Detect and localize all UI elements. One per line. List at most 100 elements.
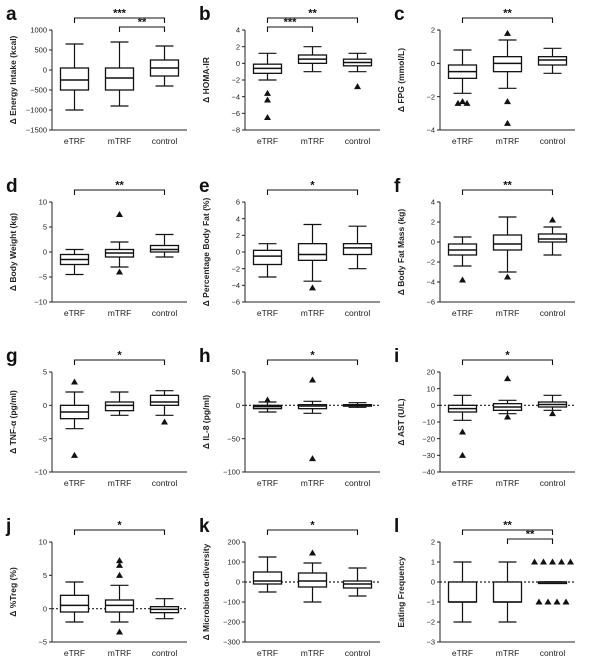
y-tick-label: −20: [422, 434, 435, 443]
y-tick-label: 0: [43, 66, 47, 75]
panel-a: a 1000 500 0 −500 −1000 −1500 Δ Energy Intake (…: [6, 4, 187, 146]
x-category-label: mTRF: [108, 478, 132, 488]
outlier-point: [562, 598, 570, 605]
y-tick-label: 0: [236, 578, 240, 587]
outlier-point: [504, 273, 511, 280]
y-tick-label: −4: [426, 278, 435, 287]
x-category-label: eTRF: [257, 648, 278, 658]
y-tick-label: −10: [422, 418, 435, 427]
significance-label: **: [308, 8, 317, 20]
outlier-point: [454, 99, 462, 106]
panel-letter: d: [6, 176, 18, 197]
y-tick-label: 5: [43, 368, 47, 377]
y-tick-label: 2: [431, 538, 435, 547]
panel-i: i 20 10 0 −10 −20 −30 −40 Δ AST (U/L) eTRF mTRF con…: [394, 346, 575, 488]
box-iqr: [252, 249, 283, 266]
y-tick-label: −2: [426, 258, 435, 267]
y-tick-label: 10: [39, 538, 47, 547]
y-axis-label: Δ Microbiota α-diversity: [201, 543, 211, 640]
y-tick-label: −6: [426, 298, 435, 307]
x-category-label: eTRF: [64, 308, 85, 318]
panel-e: e 6 4 2 0 −2 −4 −6 Δ Percentage Body Fat (%) eTRF…: [199, 176, 380, 318]
y-tick-label: −40: [422, 468, 435, 477]
x-category-label: control: [152, 648, 178, 658]
panel-letter: f: [394, 176, 401, 197]
x-category-label: mTRF: [496, 648, 520, 658]
outlier-point: [549, 410, 556, 417]
box-iqr: [59, 67, 90, 91]
significance-label: ***: [113, 8, 127, 20]
significance-bracket: [266, 359, 359, 365]
x-category-label: mTRF: [301, 136, 325, 146]
y-tick-label: −6: [231, 298, 240, 307]
outlier-point: [463, 99, 471, 106]
significance-label: *: [310, 520, 315, 532]
significance-label: ***: [284, 17, 298, 29]
y-tick-label: 4: [236, 26, 240, 35]
significance-label: *: [505, 350, 510, 362]
outlier-point: [264, 96, 271, 103]
panel-letter: g: [6, 346, 18, 367]
box-iqr: [297, 572, 328, 588]
outlier-point: [459, 428, 466, 435]
outlier-point: [535, 598, 543, 605]
x-category-label: control: [540, 136, 566, 146]
y-axis-label: Δ Percentage Body Fat (%): [201, 198, 211, 307]
panel-l: l 2 1 0 −1 −2 −3 Eating Frequency eTRF mTRF contro…: [394, 516, 575, 658]
y-tick-label: −5: [38, 273, 47, 282]
y-tick-label: 0: [43, 248, 47, 257]
y-tick-label: 0: [236, 401, 240, 410]
significance-label: **: [526, 529, 535, 541]
outlier-point: [264, 89, 271, 96]
y-axis-label: Δ %Treg (%): [8, 567, 18, 617]
significance-label: *: [310, 180, 315, 192]
y-tick-label: 2: [431, 26, 435, 35]
y-tick-label: −100: [223, 598, 240, 607]
y-tick-label: 0: [431, 401, 435, 410]
outlier-point: [540, 558, 547, 565]
y-tick-label: 50: [232, 368, 240, 377]
y-axis-label: Eating Frequency: [396, 556, 406, 628]
outlier-point: [544, 598, 552, 605]
outlier-point: [549, 216, 556, 223]
outlier-point: [553, 598, 561, 605]
y-tick-label: −200: [223, 618, 240, 627]
y-tick-label: 0: [431, 238, 435, 247]
x-category-label: mTRF: [108, 308, 132, 318]
x-category-label: mTRF: [301, 648, 325, 658]
y-tick-label: −1500: [26, 126, 47, 135]
y-tick-label: 1000: [30, 26, 47, 35]
significance-bracket: [266, 529, 359, 535]
y-tick-label: −8: [231, 126, 240, 135]
x-category-label: control: [540, 478, 566, 488]
y-axis-label: Δ TNF-α (pg/ml): [8, 390, 18, 454]
outlier-point: [459, 276, 466, 283]
panel-letter: l: [394, 516, 399, 537]
y-tick-label: −2: [426, 92, 435, 101]
y-tick-label: 0: [236, 248, 240, 257]
x-category-label: mTRF: [108, 648, 132, 658]
y-tick-label: −10: [34, 468, 47, 477]
outlier-point: [116, 571, 123, 578]
panel-f: f 4 2 0 −2 −4 −6 Δ Body Fat Mass (kg) eTRF mTRF co…: [394, 176, 575, 318]
x-category-label: mTRF: [301, 308, 325, 318]
outlier-point: [531, 558, 538, 565]
y-tick-label: 100: [227, 558, 240, 567]
box-iqr: [149, 394, 180, 406]
y-tick-label: −6: [231, 109, 240, 118]
panel-d: d 10 5 0 −5 −10 Δ Body Weight (kg) eTRF mTRF cont…: [6, 176, 187, 318]
y-tick-label: −2: [231, 264, 240, 273]
y-tick-label: −4: [231, 92, 240, 101]
y-tick-label: 20: [427, 368, 435, 377]
box-iqr: [59, 594, 90, 613]
significance-bracket: [118, 26, 166, 32]
significance-bracket: [461, 189, 554, 195]
box-iqr: [447, 581, 478, 603]
significance-bracket: [73, 189, 166, 195]
significance-bracket: [266, 189, 359, 195]
x-category-label: eTRF: [64, 648, 85, 658]
y-axis-label: Δ HOMA-IR: [201, 57, 211, 103]
panel-letter: a: [6, 4, 17, 25]
significance-bracket: [461, 17, 554, 23]
